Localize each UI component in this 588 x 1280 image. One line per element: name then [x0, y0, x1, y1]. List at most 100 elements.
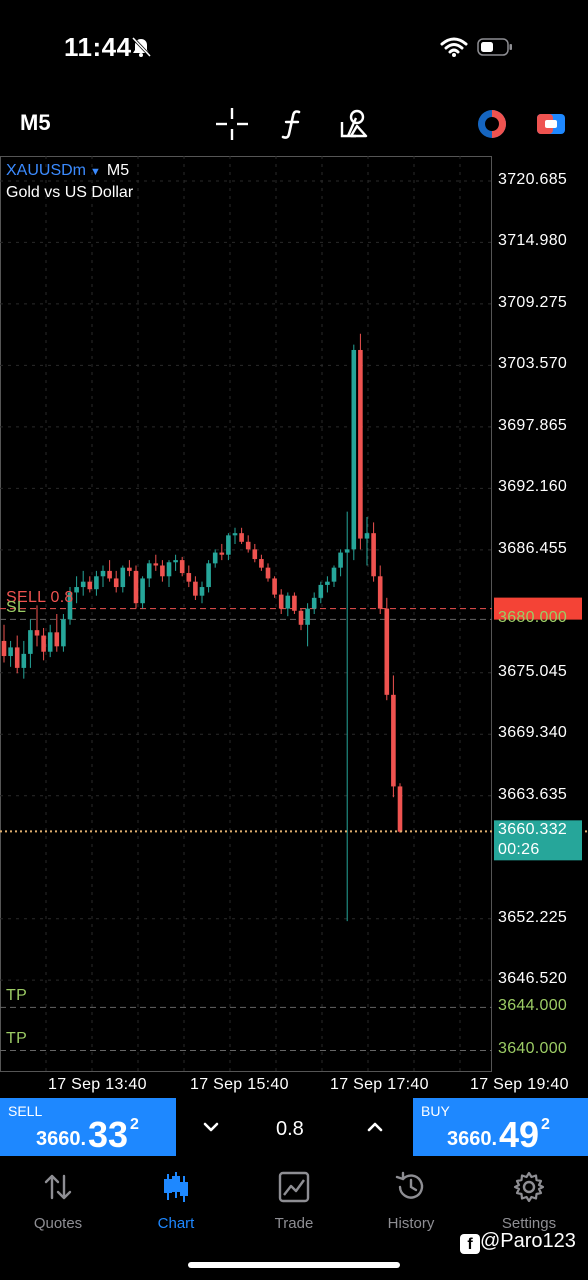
candle-body: [391, 694, 396, 787]
candle-body: [226, 535, 231, 555]
candle-body: [245, 541, 251, 550]
candle-body: [338, 552, 343, 568]
tab-quotes[interactable]: Quotes: [10, 1170, 106, 1232]
symbol-header[interactable]: XAUUSDm ▼ M5: [6, 162, 129, 180]
candle-body: [186, 573, 192, 582]
candle-body: [133, 570, 139, 604]
tab-label-settings: Settings: [501, 1215, 557, 1232]
candle-body: [34, 630, 40, 636]
candle-body: [153, 563, 159, 566]
candle-body: [219, 552, 225, 555]
tab-settings[interactable]: Settings: [481, 1170, 577, 1232]
candle-body: [358, 349, 363, 539]
status-bar: 11:44: [0, 0, 588, 96]
objects-icon[interactable]: [336, 106, 372, 142]
candle-body: [232, 533, 238, 536]
lot-size-value[interactable]: 0.8: [276, 1118, 304, 1140]
buy-label: BUY: [421, 1103, 450, 1119]
buy-price-big: 49: [499, 1114, 540, 1155]
candle-body: [179, 560, 185, 574]
candle-body: [100, 570, 106, 577]
candle-body: [47, 632, 53, 652]
lot-size-control: 0.8: [176, 1098, 413, 1156]
quotes-arrows-icon: [44, 1174, 72, 1200]
candle-body: [61, 619, 66, 647]
current-price-box: [494, 820, 582, 861]
y-axis-label: 3640.000: [498, 1040, 568, 1058]
candle-body: [94, 576, 99, 590]
y-axis-label: 3680.000: [498, 609, 568, 627]
one-click-trading-bar: SELL 3660. 33 2 0.8 BUY 3660. 49 2: [0, 1098, 588, 1156]
y-axis-label: 3686.455: [498, 539, 568, 557]
price-chart[interactable]: XAUUSDm ▼ M5 Gold vs US Dollar 3720.685 371…: [0, 156, 588, 1093]
candle-body: [384, 608, 390, 695]
candle-body: [397, 786, 403, 832]
y-axis-label: 3663.635: [498, 785, 568, 803]
exness-logo-icon[interactable]: [474, 106, 510, 142]
wifi-icon: [440, 37, 468, 57]
candle-body: [21, 653, 27, 668]
candle-body: [28, 630, 33, 654]
y-axis-label: 3675.045: [498, 662, 568, 680]
candle-body: [325, 581, 330, 585]
candle-body: [212, 552, 218, 564]
function-icon[interactable]: [275, 106, 311, 142]
history-icon: [395, 1171, 424, 1199]
crosshair-icon[interactable]: [214, 106, 250, 142]
tab-trade[interactable]: Trade: [246, 1170, 342, 1232]
increase-lot-icon[interactable]: [366, 1118, 384, 1136]
tab-label-quotes: Quotes: [33, 1215, 83, 1232]
chart-canvas[interactable]: [0, 156, 588, 1072]
tp-level-tag-1[interactable]: TP: [6, 987, 28, 1005]
candle-body: [239, 533, 244, 542]
candle-body: [292, 595, 297, 611]
tab-history[interactable]: History: [363, 1170, 459, 1232]
buy-button[interactable]: BUY 3660. 49 2: [413, 1098, 588, 1156]
decrease-lot-icon[interactable]: [202, 1118, 220, 1136]
sell-price-prefix: 3660.: [36, 1128, 87, 1150]
candle-body: [166, 562, 172, 577]
sell-button[interactable]: SELL 3660. 33 2: [0, 1098, 176, 1156]
candle-body: [206, 563, 211, 588]
candle-body: [199, 587, 205, 596]
tab-chart[interactable]: Chart: [128, 1170, 224, 1232]
symbol-name[interactable]: XAUUSDm: [6, 162, 87, 179]
y-axis-label: 3644.000: [498, 997, 568, 1015]
candle-body: [311, 597, 317, 609]
candle-body: [146, 563, 152, 579]
chart-candles-icon: [164, 1172, 188, 1202]
timeframe-button[interactable]: M5: [20, 110, 51, 135]
tp-level-tag-2[interactable]: TP: [6, 1030, 28, 1048]
sell-label: SELL: [8, 1103, 43, 1119]
candle-body: [278, 594, 284, 609]
settings-gear-icon: [513, 1171, 545, 1203]
buy-price-prefix: 3660.: [447, 1128, 498, 1150]
sell-level-tag[interactable]: SELL 0.8: [6, 588, 74, 606]
candle-body: [80, 581, 86, 588]
bar-countdown: 00:26: [498, 841, 540, 859]
tab-label-trade: Trade: [274, 1215, 314, 1232]
candle-body: [305, 608, 310, 625]
watermark-text: @Paro123: [480, 1230, 576, 1252]
y-axis-label: 3703.570: [498, 355, 568, 373]
symbol-description: Gold vs US Dollar: [6, 184, 134, 201]
y-axis-label: 3646.520: [498, 970, 568, 988]
y-axis-label: 3660.332: [498, 821, 568, 839]
bottom-tab-bar: Quotes Chart Trade History Se: [0, 1158, 588, 1280]
candle-body: [113, 578, 119, 588]
trade-chart-icon: [278, 1171, 310, 1203]
y-axis-label: 3692.160: [498, 478, 568, 496]
candle-body: [265, 567, 271, 579]
symbol-dropdown-icon[interactable]: ▼: [90, 166, 101, 178]
candle-body: [14, 647, 20, 668]
candle-body: [107, 570, 112, 579]
candle-body: [344, 549, 350, 553]
x-axis-label: 17 Sep 15:40: [190, 1076, 289, 1093]
candle-body: [298, 610, 304, 625]
candle-body: [285, 595, 291, 609]
sl-level-tag[interactable]: SL: [6, 599, 27, 617]
candle-body: [54, 632, 60, 647]
trade-toggle-icon[interactable]: [533, 106, 569, 142]
candle-body: [351, 349, 357, 550]
sell-price-marker: [494, 597, 582, 620]
